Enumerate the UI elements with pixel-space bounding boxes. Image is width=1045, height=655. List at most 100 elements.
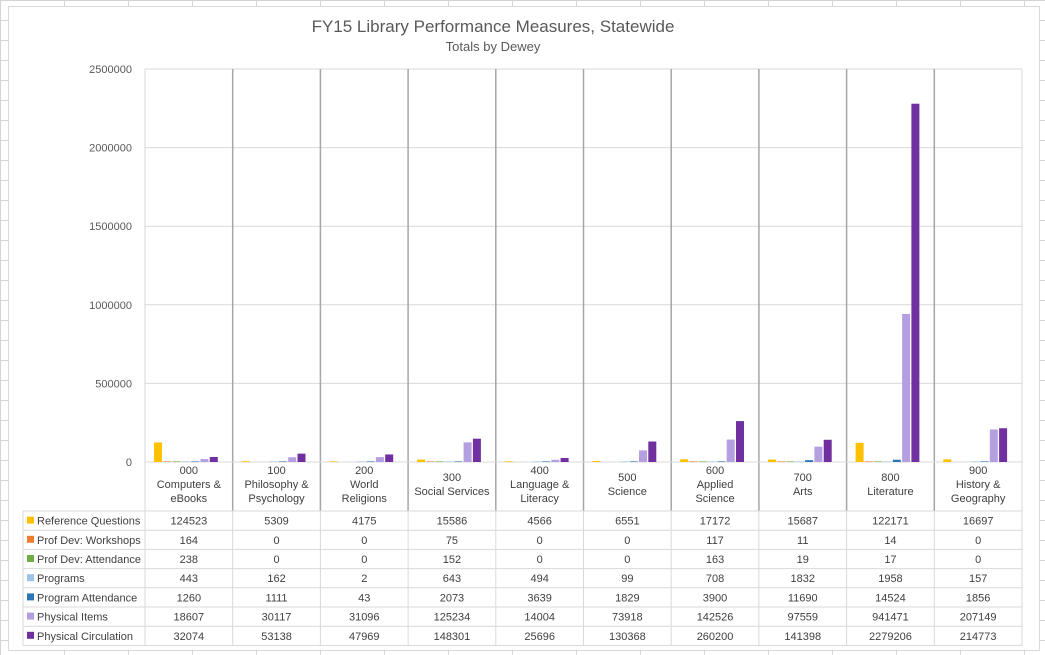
legend-key	[27, 593, 34, 601]
data-label: 260200	[697, 631, 734, 643]
data-label: 0	[361, 535, 367, 547]
data-label: 0	[361, 554, 367, 566]
bar-program-attendance	[717, 461, 726, 462]
x-tick-label: Geography	[951, 493, 1006, 505]
data-label: 17172	[700, 516, 731, 528]
legend-label: Physical Circulation	[37, 631, 133, 643]
data-label: 31096	[349, 612, 380, 624]
x-tick-label: 700	[794, 472, 812, 484]
bar-physical-items	[726, 439, 735, 462]
x-tick-label: Social Services	[414, 486, 490, 498]
data-label: 130368	[609, 631, 646, 643]
bar-prof-dev-attendance	[172, 461, 181, 462]
data-label: 643	[443, 573, 461, 585]
x-tick-label: 100	[267, 465, 285, 477]
bar-reference-questions	[417, 459, 426, 462]
bar-program-attendance	[454, 461, 463, 462]
bar-prof-dev-workshops	[864, 461, 873, 462]
data-label: 157	[969, 573, 987, 585]
data-label: 6551	[615, 516, 639, 528]
bar-chart: FY15 Library Performance Measures, State…	[22, 17, 1023, 646]
x-tick-label: 200	[355, 465, 373, 477]
x-tick-label: 500	[618, 472, 636, 484]
data-label: 19	[797, 554, 809, 566]
data-label: 141398	[784, 631, 821, 643]
data-label: 1856	[966, 592, 990, 604]
data-label: 0	[537, 535, 543, 547]
x-tick-label: 600	[706, 465, 724, 477]
bar-physical-circulation	[911, 103, 920, 463]
data-label: 162	[267, 573, 285, 585]
bar-physical-circulation	[823, 439, 832, 462]
bar-programs	[795, 461, 804, 462]
bar-reference-questions	[592, 460, 601, 462]
x-tick-label: Religions	[342, 493, 388, 505]
data-label: 5309	[264, 516, 288, 528]
data-label: 164	[180, 535, 198, 547]
data-label: 152	[443, 554, 461, 566]
bar-reference-questions	[943, 459, 952, 462]
legend-key	[27, 535, 34, 543]
data-label: 47969	[349, 631, 380, 643]
data-label: 2	[361, 573, 367, 585]
data-label: 30117	[262, 612, 292, 624]
data-label: 32074	[174, 631, 205, 643]
bar-physical-circulation	[385, 454, 394, 462]
data-label: 0	[537, 554, 543, 566]
bar-physical-items	[989, 429, 998, 462]
x-tick-label: Arts	[793, 486, 813, 498]
bar-prof-dev-workshops	[777, 461, 786, 462]
chart-container: FY15 Library Performance Measures, State…	[8, 6, 1040, 651]
bar-program-attendance	[892, 459, 901, 462]
x-tick-label: eBooks	[170, 493, 207, 505]
data-label: 0	[624, 535, 630, 547]
bar-physical-items	[902, 314, 911, 462]
bar-reference-questions	[329, 461, 338, 462]
data-label: 16697	[963, 516, 994, 528]
data-label: 708	[706, 573, 724, 585]
bar-programs	[181, 461, 190, 462]
chart-title: FY15 Library Performance Measures, State…	[312, 17, 675, 36]
bar-prof-dev-workshops	[426, 461, 435, 462]
data-label: 97559	[787, 612, 818, 624]
data-label: 43	[358, 592, 370, 604]
bar-prof-dev-workshops	[163, 461, 172, 462]
data-label: 1829	[615, 592, 639, 604]
bar-program-attendance	[980, 461, 989, 462]
data-label: 11	[797, 535, 808, 547]
data-label: 0	[624, 554, 630, 566]
y-tick-label: 2500000	[89, 64, 132, 76]
data-label: 2073	[440, 592, 464, 604]
bar-physical-circulation	[736, 421, 744, 462]
data-label: 14	[884, 535, 896, 547]
bar-reference-questions	[504, 461, 513, 462]
x-tick-label: Literacy	[520, 493, 559, 505]
bar-physical-items	[551, 459, 560, 462]
data-label: 4566	[527, 516, 551, 528]
data-label: 53138	[261, 631, 292, 643]
legend-label: Programs	[37, 573, 85, 585]
bar-physical-items	[288, 457, 297, 462]
bar-physical-circulation	[999, 428, 1008, 462]
x-tick-label: Language &	[510, 479, 570, 491]
bar-programs	[269, 461, 278, 462]
bar-program-attendance	[191, 461, 200, 462]
legend-label: Prof Dev: Workshops	[37, 535, 141, 547]
bar-programs	[620, 461, 629, 462]
x-tick-label: World	[350, 479, 379, 491]
x-tick-label: 400	[530, 465, 548, 477]
bar-prof-dev-attendance	[786, 461, 795, 462]
y-tick-label: 1500000	[89, 221, 132, 233]
data-label: 4175	[352, 516, 376, 528]
bar-physical-circulation	[209, 456, 218, 462]
bar-programs	[971, 461, 980, 462]
bar-program-attendance	[629, 461, 638, 462]
bar-prof-dev-attendance	[435, 461, 444, 462]
data-label: 122171	[872, 516, 909, 528]
data-label: 124523	[170, 516, 207, 528]
data-label: 99	[621, 573, 633, 585]
x-tick-label: Computers &	[157, 479, 222, 491]
bar-programs	[445, 461, 453, 462]
bar-programs	[357, 461, 366, 462]
data-label: 125234	[434, 612, 471, 624]
